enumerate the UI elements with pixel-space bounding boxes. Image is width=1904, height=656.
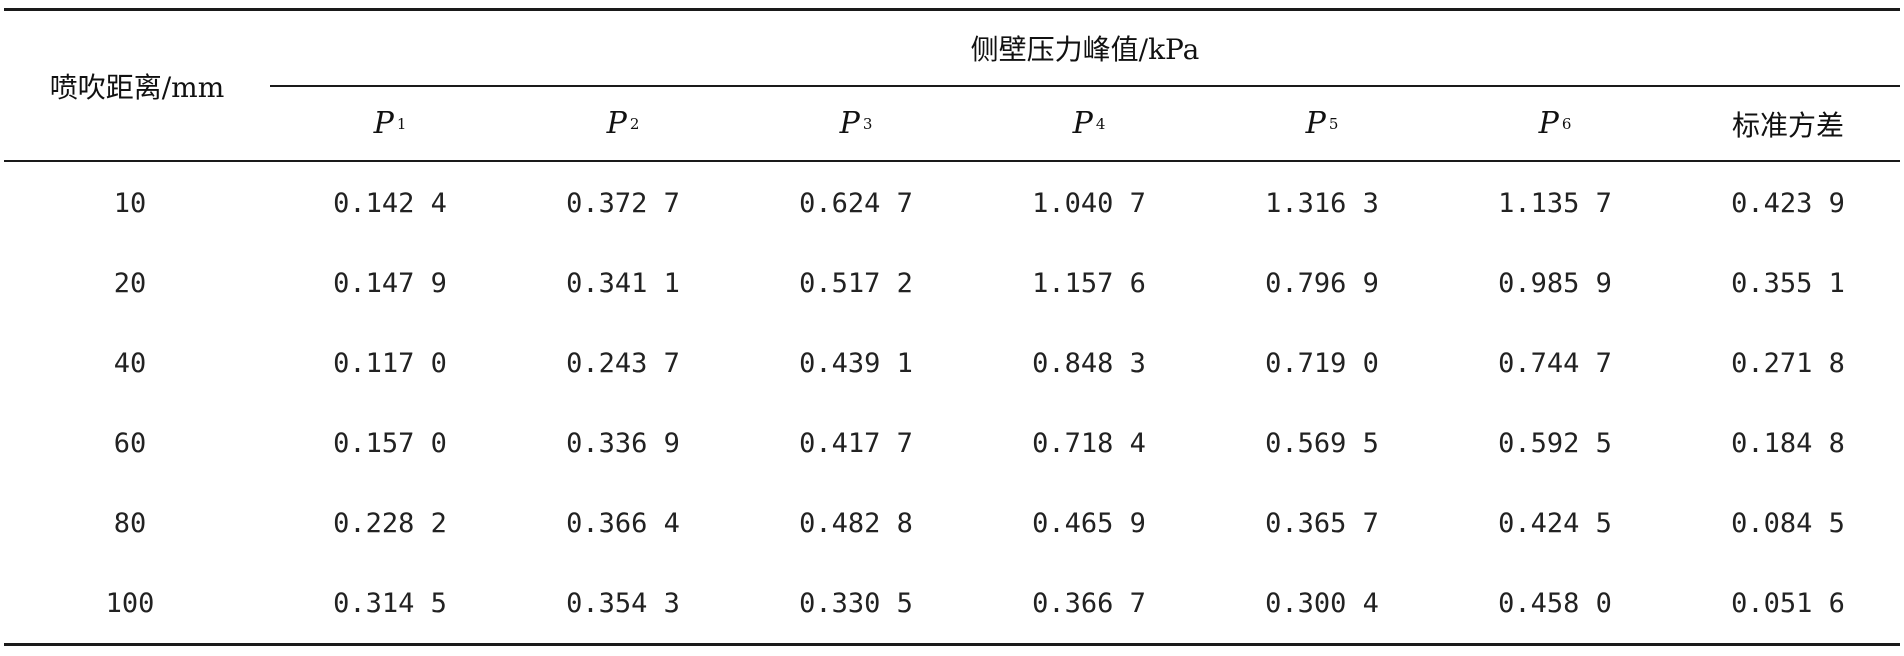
column-subscript: 5: [1328, 114, 1339, 133]
column-header-std: 标准方差: [1731, 108, 1844, 142]
row-distance: 20: [113, 267, 147, 299]
std-value-cell: 0.051 6: [1731, 587, 1845, 619]
row-distance: 60: [113, 427, 147, 459]
pressure-value-cell: 1.135 7: [1498, 187, 1612, 219]
row-distance: 80: [113, 507, 147, 539]
pressure-value-cell: 0.354 3: [566, 587, 680, 619]
column-subscript: 4: [1095, 114, 1106, 133]
pressure-value-cell: 0.314 5: [333, 587, 447, 619]
pressure-value-cell: 0.465 9: [1032, 507, 1146, 539]
column-subscript: 1: [396, 114, 407, 133]
pressure-value-cell: 0.719 0: [1265, 347, 1379, 379]
pressure-value-cell: 0.796 9: [1265, 267, 1379, 299]
pressure-value-cell: 0.848 3: [1032, 347, 1146, 379]
pressure-value-cell: 0.157 0: [333, 427, 447, 459]
pressure-value-cell: 0.439 1: [799, 347, 913, 379]
std-value-cell: 0.084 5: [1731, 507, 1845, 539]
column-symbol: P: [1072, 106, 1093, 141]
top-rule: [4, 8, 1900, 11]
pressure-value-cell: 0.985 9: [1498, 267, 1612, 299]
pressure-value-cell: 0.366 4: [566, 507, 680, 539]
pressure-value-cell: 0.243 7: [566, 347, 680, 379]
stub-header: 喷吹距离/mm: [49, 70, 225, 104]
row-distance: 40: [113, 347, 147, 379]
pressure-value-cell: 0.624 7: [799, 187, 913, 219]
pressure-value-cell: 0.366 7: [1032, 587, 1146, 619]
pressure-value-cell: 0.718 4: [1032, 427, 1146, 459]
column-symbol: P: [606, 106, 627, 141]
pressure-value-cell: 0.744 7: [1498, 347, 1612, 379]
group-header: 侧壁压力峰值/kPa: [970, 33, 1200, 66]
pressure-value-cell: 0.424 5: [1498, 507, 1612, 539]
pressure-value-cell: 0.341 1: [566, 267, 680, 299]
column-symbol: P: [373, 106, 394, 141]
pressure-value-cell: 0.142 4: [333, 187, 447, 219]
pressure-value-cell: 1.040 7: [1032, 187, 1146, 219]
row-distance: 10: [113, 187, 147, 219]
pressure-value-cell: 0.365 7: [1265, 507, 1379, 539]
bottom-rule: [4, 643, 1900, 646]
pressure-value-cell: 1.157 6: [1032, 267, 1146, 299]
pressure-value-cell: 0.147 9: [333, 267, 447, 299]
group-header-rule: [270, 85, 1900, 87]
column-subscript: 3: [862, 114, 873, 133]
column-symbol: P: [839, 106, 860, 141]
pressure-value-cell: 0.300 4: [1265, 587, 1379, 619]
pressure-value-cell: 0.228 2: [333, 507, 447, 539]
column-symbol: P: [1305, 106, 1326, 141]
pressure-value-cell: 0.336 9: [566, 427, 680, 459]
column-subscript: 2: [629, 114, 640, 133]
pressure-value-cell: 0.482 8: [799, 507, 913, 539]
std-value-cell: 0.423 9: [1731, 187, 1845, 219]
pressure-value-cell: 0.569 5: [1265, 427, 1379, 459]
std-value-cell: 0.271 8: [1731, 347, 1845, 379]
std-value-cell: 0.355 1: [1731, 267, 1845, 299]
row-distance: 100: [105, 587, 155, 619]
pressure-value-cell: 0.517 2: [799, 267, 913, 299]
header-bottom-rule: [4, 160, 1900, 162]
pressure-value-cell: 0.330 5: [799, 587, 913, 619]
column-subscript: 6: [1561, 114, 1572, 133]
pressure-value-cell: 0.372 7: [566, 187, 680, 219]
pressure-value-cell: 0.417 7: [799, 427, 913, 459]
pressure-value-cell: 1.316 3: [1265, 187, 1379, 219]
pressure-value-cell: 0.117 0: [333, 347, 447, 379]
std-value-cell: 0.184 8: [1731, 427, 1845, 459]
pressure-value-cell: 0.592 5: [1498, 427, 1612, 459]
column-symbol: P: [1538, 106, 1559, 141]
pressure-value-cell: 0.458 0: [1498, 587, 1612, 619]
